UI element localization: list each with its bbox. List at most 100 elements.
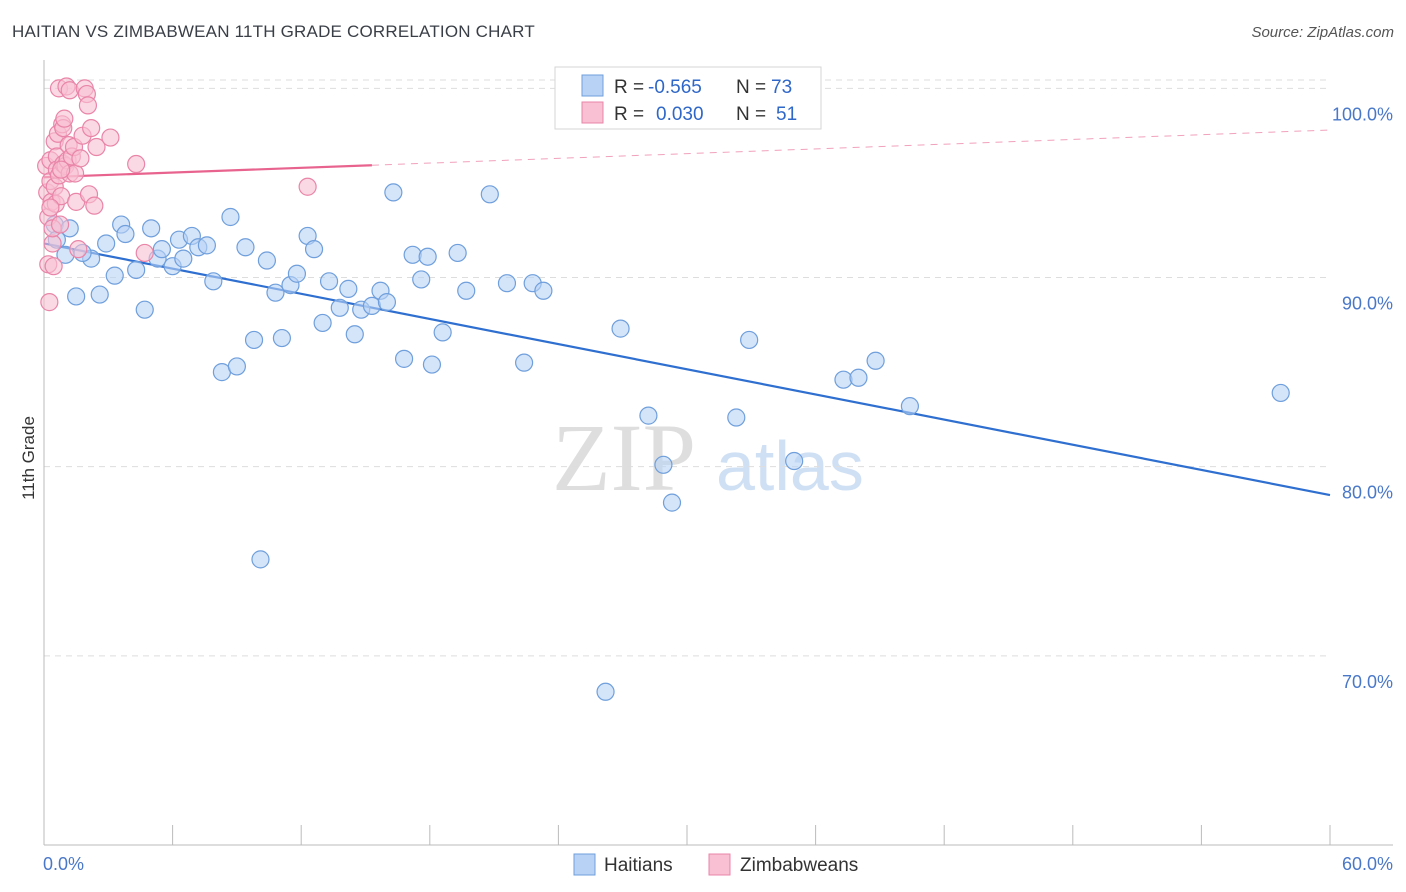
point-zimbabweans <box>50 215 70 234</box>
legend-r-label-haitians: R = <box>614 77 644 98</box>
point-haitians <box>90 285 109 304</box>
point-haitians <box>785 451 804 471</box>
point-haitians <box>596 682 615 701</box>
correlation-legend: R = -0.565 N = 73 R = 0.030 N = 51 <box>554 66 822 130</box>
point-zimbabweans <box>43 234 62 253</box>
point-haitians <box>534 281 553 300</box>
point-haitians <box>457 281 476 300</box>
point-zimbabweans <box>60 81 79 100</box>
point-haitians <box>377 293 397 312</box>
point-haitians <box>105 266 124 285</box>
x-tick-label-max: 60.0% <box>1342 854 1393 874</box>
legend-r-value-zimbabweans: 0.030 <box>656 104 704 125</box>
legend-swatch-zimbabweans <box>581 101 604 124</box>
y-tick-label: 70.0% <box>1342 672 1393 692</box>
point-haitians <box>272 328 292 348</box>
point-zimbabweans <box>69 240 88 259</box>
point-haitians <box>152 240 171 259</box>
point-haitians <box>611 319 630 338</box>
point-zimbabweans <box>135 243 154 263</box>
series-legend-swatch-zimbabweans <box>708 853 731 876</box>
point-haitians <box>67 287 86 306</box>
point-haitians <box>251 550 270 569</box>
point-haitians <box>127 260 146 280</box>
series-legend: Haitians Zimbabweans <box>573 853 858 876</box>
series-legend-label-zimbabweans: Zimbabweans <box>740 855 858 876</box>
point-haitians <box>135 300 154 319</box>
point-zimbabweans <box>52 160 71 179</box>
point-haitians <box>384 183 403 202</box>
point-haitians <box>727 408 746 427</box>
trend-line-zimbabweans <box>43 164 372 179</box>
point-haitians <box>422 355 442 374</box>
watermark: ZIP atlas <box>552 404 864 511</box>
point-haitians <box>142 219 161 238</box>
point-haitians <box>866 351 885 370</box>
point-haitians <box>339 279 358 298</box>
trend-line-extension-zimbabweans <box>371 129 1331 166</box>
point-haitians <box>394 349 414 368</box>
legend-n-value-haitians: 73 <box>771 77 792 98</box>
point-haitians <box>480 185 499 204</box>
trend-line-haitians <box>43 242 1331 497</box>
legend-swatch-haitians <box>581 74 604 97</box>
point-haitians <box>849 368 868 387</box>
point-haitians <box>257 251 277 270</box>
y-tick-label: 80.0% <box>1342 483 1393 503</box>
point-haitians <box>515 353 534 372</box>
x-tick-label-min: 0.0% <box>43 854 84 874</box>
y-axis-label: 11th Grade <box>19 416 38 500</box>
point-zimbabweans <box>87 137 106 157</box>
point-haitians <box>221 207 240 227</box>
point-haitians <box>304 240 324 259</box>
point-zimbabweans <box>40 293 59 312</box>
point-haitians <box>330 298 349 317</box>
point-haitians <box>204 272 223 291</box>
point-haitians <box>266 283 285 302</box>
point-haitians <box>244 330 264 350</box>
point-zimbabweans <box>41 198 60 217</box>
y-tick-label: 90.0% <box>1342 294 1393 314</box>
point-haitians <box>639 406 658 425</box>
point-haitians <box>412 270 431 289</box>
legend-n-label-haitians: N = <box>736 77 766 98</box>
point-haitians <box>662 493 682 512</box>
series-legend-label-haitians: Haitians <box>604 855 673 876</box>
point-zimbabweans <box>298 177 317 196</box>
point-haitians <box>497 274 517 293</box>
point-haitians <box>97 234 116 253</box>
point-haitians <box>174 249 193 268</box>
y-tick-label: 100.0% <box>1332 104 1393 124</box>
point-zimbabweans <box>78 96 98 115</box>
point-zimbabweans <box>44 257 63 276</box>
point-haitians <box>834 370 853 389</box>
point-haitians <box>313 313 332 333</box>
point-haitians <box>654 455 673 474</box>
legend-n-value-zimbabweans: 51 <box>776 104 797 125</box>
point-zimbabweans <box>71 149 90 168</box>
point-zimbabweans <box>55 109 74 128</box>
point-zimbabweans <box>82 118 101 138</box>
point-haitians <box>236 238 255 257</box>
series-legend-swatch-haitians <box>573 853 596 876</box>
axes: 0.0% 60.0% <box>43 60 1393 874</box>
point-zimbabweans <box>101 128 120 147</box>
legend-r-value-haitians: -0.565 <box>648 77 702 98</box>
point-haitians <box>433 323 452 342</box>
point-haitians <box>319 272 339 291</box>
point-haitians <box>403 245 422 264</box>
point-haitians <box>197 236 216 255</box>
point-zimbabweans <box>127 154 146 174</box>
gridlines: 70.0% 80.0% 90.0% 100.0% <box>44 79 1393 692</box>
chart-source: Source: ZipAtlas.com <box>1251 24 1394 41</box>
point-haitians <box>345 325 364 344</box>
point-zimbabweans <box>85 196 104 215</box>
point-haitians <box>227 357 246 376</box>
point-haitians <box>740 330 759 350</box>
point-haitians <box>448 243 467 263</box>
legend-n-label-zimbabweans: N = <box>736 104 766 125</box>
data-points <box>37 77 1290 701</box>
watermark-zip: ZIP <box>552 404 696 511</box>
chart-title: HAITIAN VS ZIMBABWEAN 11TH GRADE CORRELA… <box>12 22 535 41</box>
